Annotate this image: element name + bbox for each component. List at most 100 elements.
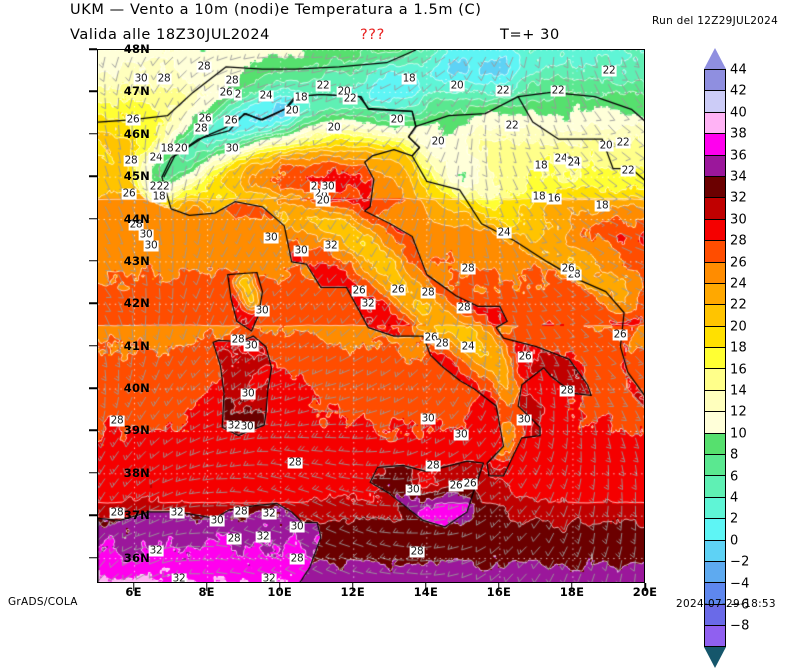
colorbar-tick-label: 42 [730,83,747,99]
y-axis-tick-label: 46N [123,126,150,141]
x-axis-tick-label: 14E [413,585,439,599]
contour-value-label: 26 [423,331,439,344]
contour-value-label: 18 [293,91,309,104]
colorbar-tick-label: −4 [730,576,750,592]
contour-value-label: 30 [239,420,255,433]
colorbar-tick-label: 0 [730,533,739,549]
colorbar-tick-label: −2 [730,554,750,570]
contour-value-label: 24 [258,89,274,102]
contour-value-label: 20 [284,104,300,117]
y-axis-tick-label: 45N [123,169,150,184]
contour-value-label: 2 [233,88,243,101]
colorbar-tick-label: 36 [730,148,747,164]
contour-value-label: 32 [171,572,187,583]
contour-value-label: 28 [230,333,246,346]
temperature-colorbar[interactable] [704,69,726,647]
contour-value-label: 26 [517,350,533,363]
contour-value-label: 26 [351,284,367,297]
colorbar-swatch [704,261,726,283]
colorbar-tick-label: 30 [730,212,747,228]
colorbar-swatch [704,411,726,433]
colorbar-tick-label: 8 [730,447,739,463]
contour-value-label: 18 [401,72,417,85]
y-axis-tick-label: 41N [123,338,150,353]
contour-value-label: 28 [226,532,242,545]
colorbar-tick-label: 20 [730,319,747,335]
contour-value-label: 30 [516,413,532,426]
contour-value-label: 28 [123,154,139,167]
contour-value-label: 20 [336,85,352,98]
contour-value-label: 30 [224,142,240,155]
colorbar-swatch [704,175,726,198]
contour-value-label: 32 [360,297,376,310]
colorbar-tick-label: 38 [730,126,747,142]
contour-value-label: 28 [566,268,582,281]
y-axis-tick [89,217,97,220]
contour-value-label: 28 [420,286,436,299]
contour-value-label: 30 [453,428,469,441]
colorbar-tick-label: 26 [730,255,747,271]
contour-value-label: 32 [255,530,271,543]
contour-value-label: 26 [223,114,239,127]
x-axis-tick-label: 10E [267,585,292,599]
colorbar-swatch [704,111,726,134]
contour-value-label: 26 [125,113,141,126]
x-axis-tick-label: 16E [486,585,512,599]
temperature-wind-field [98,50,644,582]
contour-value-label: 26 [448,479,464,492]
contour-value-label: 28 [434,337,450,350]
colorbar-under-arrow [704,646,726,668]
contour-value-label: 28 [196,60,212,73]
contour-value-label: 28 [233,505,249,518]
contour-value-label: 24 [148,151,164,164]
colorbar-tick-label: 22 [730,297,747,313]
colorbar-tick-label: 32 [730,190,747,206]
contour-value-label: 28 [289,552,305,565]
colorbar-swatch [704,496,726,519]
contour-value-label: 28 [193,122,209,135]
y-axis-tick-label: 43N [123,253,150,268]
y-axis-tick-label: 42N [123,296,150,311]
timestamp-label: 2024-07-29-18:53 [676,598,776,610]
contour-value-label: 26 [612,328,628,341]
y-axis-tick [89,344,97,347]
forecast-hour-label: T=+ 30 [500,27,560,43]
contour-value-label: 28 [287,456,303,469]
x-axis-tick [132,583,135,591]
colorbar-swatch [704,282,726,305]
contour-value-label: 18 [533,159,549,172]
y-axis-tick [89,472,97,474]
contour-value-label: 32 [169,506,185,519]
contour-value-label: 28 [425,459,441,472]
contour-value-label: 22 [620,164,636,177]
colorbar-swatch [704,304,726,326]
contour-value-label: 24 [566,156,582,169]
y-axis-tick [89,90,97,93]
y-axis-tick-label: 38N [123,465,150,480]
x-axis-tick-label: 18E [559,585,585,599]
model-run-label: Run del 12Z29JUL2024 [652,15,779,27]
contour-value-label: 28 [313,187,329,200]
weather-map[interactable]: 30 28 28 28 26 2 24 18 22 20 22 18 20 22 22 22 26 26 28 26 2… [97,49,645,583]
y-axis-tick [89,175,97,177]
colorbar-tick-label: 18 [730,340,747,356]
y-axis-tick-label: 39N [123,423,150,438]
colorbar-tick-label: 14 [730,383,747,399]
colorbar-swatch [704,218,726,241]
contour-value-label: 20 [598,139,614,152]
contour-value-label: 26 [390,283,406,296]
contour-value-label: 28 [409,545,425,558]
contour-value-label: 2 [309,180,319,193]
contour-value-label: 20 [326,121,342,134]
contour-value-label: 32 [148,544,164,557]
colorbar-tick-label: −8 [730,618,750,634]
credit-label: GrADS/COLA [8,596,78,608]
colorbar-tick-label: 2 [730,511,739,527]
x-axis-tick [498,583,500,591]
contour-value-label: 16 [546,192,562,205]
colorbar-swatch [704,69,726,91]
unknown-field-label: ??? [360,27,385,43]
subtitle-row: Valida alle 18Z30JUL2024 ??? T=+ 30 [70,27,690,47]
y-axis-tick-label: 47N [123,84,150,99]
contour-value-label: 2 [148,180,158,193]
